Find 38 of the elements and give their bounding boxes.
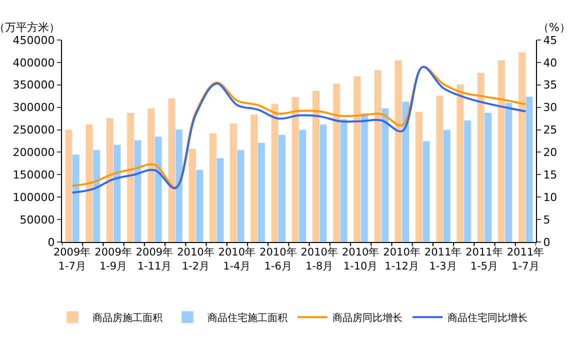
legend-label: 商品房施工面积 [92,312,163,324]
y2-tick-label: 40 [543,56,558,70]
x-tick-label: 2011年 1-7月 [506,246,545,272]
x-tick-label: 2009年 1-11月 [136,246,174,272]
y-tick-label: 200000 [12,146,55,160]
x-tick-label: 2010年 1-2月 [177,246,215,272]
y2-tick-label: 45 [543,34,558,47]
y2-tick-label: 0 [543,236,550,249]
y2-tick-label: 35 [543,78,558,92]
y-tick-label: 450000 [12,34,55,47]
x-tick-label: 2011年 1-3月 [424,246,462,272]
x-tick-label: 2009年 1-7月 [53,246,92,272]
y2-tick-label: 30 [543,101,558,114]
legend-label: 商品房同比增长 [332,312,403,324]
y2-tick-label: 10 [543,190,558,204]
legend-label: 商品住宅同比增长 [448,312,528,324]
y-tick-label: 400000 [12,56,55,70]
legend-label: 商品住宅施工面积 [208,312,288,324]
y2-tick-label: 5 [543,213,550,226]
y-tick-label: 150000 [12,168,55,182]
y2-tick-label: 20 [543,146,558,160]
x-tick-label: 2010年 1-8月 [300,246,338,272]
x-tick-label: 2010年 1-4月 [218,246,256,272]
x-tick-label: 2010年 1-6月 [260,246,298,272]
y2-tick-label: 25 [543,124,558,137]
x-tick-label: 2009年 1-9月 [94,246,132,272]
y-tick-label: 350000 [12,78,55,92]
x-tick-label: 2010年 1-10月 [342,246,380,272]
y-axis-title: （万平方米） [0,21,60,34]
y2-axis-title: （%） [538,21,570,34]
x-tick-label: 2010年 1-12月 [383,246,421,272]
y-tick-label: 300000 [12,101,55,114]
y-tick-label: 0 [48,236,55,249]
x-tick-label: 2011年 1-5月 [466,246,504,272]
y-tick-label: 50000 [20,213,55,226]
y2-tick-label: 15 [543,168,558,182]
y-tick-label: 100000 [12,190,55,204]
y-tick-label: 250000 [12,124,55,137]
